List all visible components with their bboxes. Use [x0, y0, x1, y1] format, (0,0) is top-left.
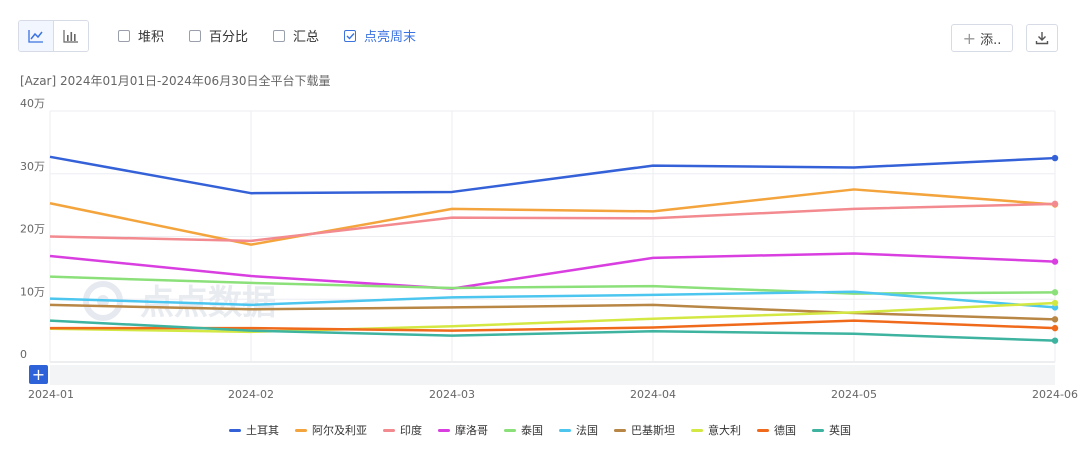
summary-checkbox[interactable]: 汇总: [273, 26, 319, 45]
y-tick-label: 30万: [20, 160, 45, 173]
legend-swatch: [691, 428, 703, 432]
legend-item[interactable]: 泰国: [504, 422, 543, 438]
legend-swatch: [229, 428, 241, 432]
series-line[interactable]: [49, 252, 1056, 290]
legend-item[interactable]: 摩洛哥: [438, 422, 488, 438]
download-button[interactable]: [1026, 24, 1058, 52]
series-line[interactable]: [49, 303, 1056, 321]
stack-checkbox[interactable]: 堆积: [118, 26, 164, 45]
summary-label: 汇总: [293, 30, 320, 45]
plus-icon: +: [962, 28, 977, 48]
legend-swatch: [812, 428, 824, 432]
series-line[interactable]: [49, 301, 1056, 334]
stack-label: 堆积: [138, 30, 165, 45]
legend-label: 意大利: [708, 424, 741, 437]
x-tick-label: 2024-04: [630, 388, 676, 401]
legend-item[interactable]: 法国: [559, 422, 598, 438]
legend-label: 土耳其: [246, 424, 279, 437]
plus-icon: +: [32, 365, 45, 384]
series-end-point[interactable]: [1051, 337, 1059, 344]
series-line[interactable]: [49, 290, 1056, 309]
checkbox-box: [273, 29, 285, 42]
legend-label: 阿尔及利亚: [312, 424, 367, 437]
legend-item[interactable]: 英国: [812, 422, 851, 438]
legend-label: 摩洛哥: [455, 424, 488, 437]
highlight-weekend-label: 点亮周末: [364, 30, 417, 45]
chart-title: [Azar] 2024年01月01日-2024年06月30日全平台下载量: [20, 74, 331, 88]
legend-swatch: [383, 428, 395, 432]
series-line[interactable]: [49, 188, 1056, 246]
legend-item[interactable]: 土耳其: [229, 422, 279, 438]
zoom-handle[interactable]: [29, 365, 48, 384]
legend-item[interactable]: 阿尔及利亚: [295, 422, 367, 438]
legend-swatch: [757, 428, 769, 432]
add-button[interactable]: + 添..: [951, 24, 1013, 52]
series-end-point[interactable]: [1051, 304, 1059, 311]
series-end-point[interactable]: [1051, 258, 1059, 265]
y-tick-label: 0: [20, 348, 27, 361]
series-end-point[interactable]: [1051, 289, 1059, 296]
legend-item[interactable]: 德国: [757, 422, 796, 438]
bar-chart-button[interactable]: [53, 21, 88, 51]
legend-label: 泰国: [521, 424, 543, 437]
download-icon: [1035, 32, 1049, 45]
chart-legend: 土耳其 阿尔及利亚 印度 摩洛哥 泰国 法国 巴基斯坦 意大利 德国 英国: [0, 422, 1080, 438]
y-tick-label: 20万: [20, 223, 45, 236]
checkbox-box: [118, 29, 130, 42]
add-label: 添..: [980, 32, 1002, 48]
checkbox-box: [344, 29, 356, 42]
series-end-point[interactable]: [1051, 200, 1059, 208]
legend-item[interactable]: 印度: [383, 422, 422, 438]
x-tick-label: 2024-02: [228, 388, 274, 401]
chart-type-toggle: [18, 20, 89, 52]
percent-label: 百分比: [209, 30, 249, 45]
legend-label: 英国: [829, 424, 851, 437]
series-line[interactable]: [49, 319, 1056, 342]
percent-checkbox[interactable]: 百分比: [189, 26, 248, 45]
x-tick-label: 2024-03: [429, 388, 475, 401]
legend-swatch: [295, 428, 307, 432]
series-line[interactable]: [49, 202, 1056, 243]
series-end-point[interactable]: [1051, 324, 1059, 332]
y-tick-label: 10万: [20, 285, 45, 298]
legend-item[interactable]: 意大利: [691, 422, 741, 438]
zoom-bar: +: [29, 365, 1055, 385]
highlight-weekend-checkbox[interactable]: 点亮周末: [344, 26, 416, 45]
legend-label: 印度: [400, 424, 422, 437]
legend-swatch: [438, 428, 450, 432]
legend-item[interactable]: 巴基斯坦: [614, 422, 675, 438]
y-tick-label: 40万: [20, 97, 45, 110]
legend-label: 德国: [774, 424, 796, 437]
legend-swatch: [504, 428, 516, 432]
series-end-point[interactable]: [1051, 154, 1059, 162]
check-icon: [346, 32, 355, 40]
legend-swatch: [614, 428, 626, 432]
series-end-point[interactable]: [1051, 316, 1059, 323]
legend-label: 巴基斯坦: [631, 424, 675, 437]
line-chart-icon: [28, 30, 43, 43]
checkbox-box: [189, 29, 201, 42]
legend-swatch: [559, 428, 571, 432]
series-end-point[interactable]: [1051, 299, 1059, 307]
chart-toolbar: 堆积 百分比 汇总 点亮周末 + 添..: [18, 20, 1062, 52]
series-line[interactable]: [49, 155, 1056, 195]
x-tick-label: 2024-01: [28, 388, 74, 401]
legend-label: 法国: [576, 424, 598, 437]
x-tick-label: 2024-06: [1032, 388, 1078, 401]
bar-chart-icon: [63, 30, 78, 43]
x-tick-label: 2024-05: [831, 388, 877, 401]
